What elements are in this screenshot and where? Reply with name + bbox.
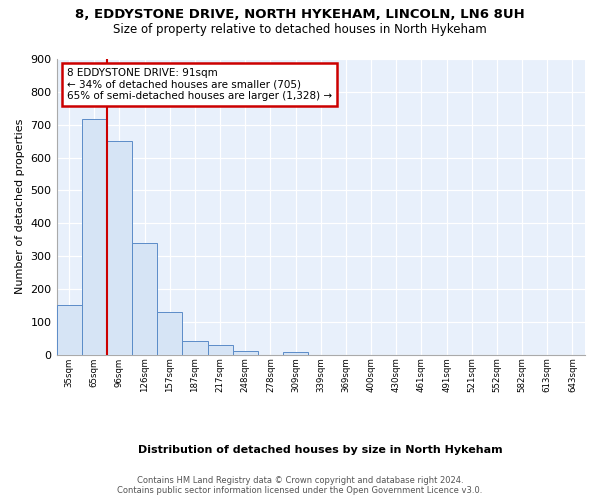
Bar <box>208 344 233 354</box>
Text: 8, EDDYSTONE DRIVE, NORTH HYKEHAM, LINCOLN, LN6 8UH: 8, EDDYSTONE DRIVE, NORTH HYKEHAM, LINCO… <box>75 8 525 20</box>
Text: Size of property relative to detached houses in North Hykeham: Size of property relative to detached ho… <box>113 22 487 36</box>
X-axis label: Distribution of detached houses by size in North Hykeham: Distribution of detached houses by size … <box>139 445 503 455</box>
Text: 8 EDDYSTONE DRIVE: 91sqm
← 34% of detached houses are smaller (705)
65% of semi-: 8 EDDYSTONE DRIVE: 91sqm ← 34% of detach… <box>67 68 332 101</box>
Bar <box>233 350 258 354</box>
Bar <box>82 119 107 354</box>
Text: Contains HM Land Registry data © Crown copyright and database right 2024.
Contai: Contains HM Land Registry data © Crown c… <box>118 476 482 495</box>
Bar <box>283 352 308 354</box>
Bar <box>182 341 208 354</box>
Bar <box>132 243 157 354</box>
Bar <box>56 306 82 354</box>
Bar <box>107 141 132 354</box>
Bar <box>157 312 182 354</box>
Y-axis label: Number of detached properties: Number of detached properties <box>15 119 25 294</box>
